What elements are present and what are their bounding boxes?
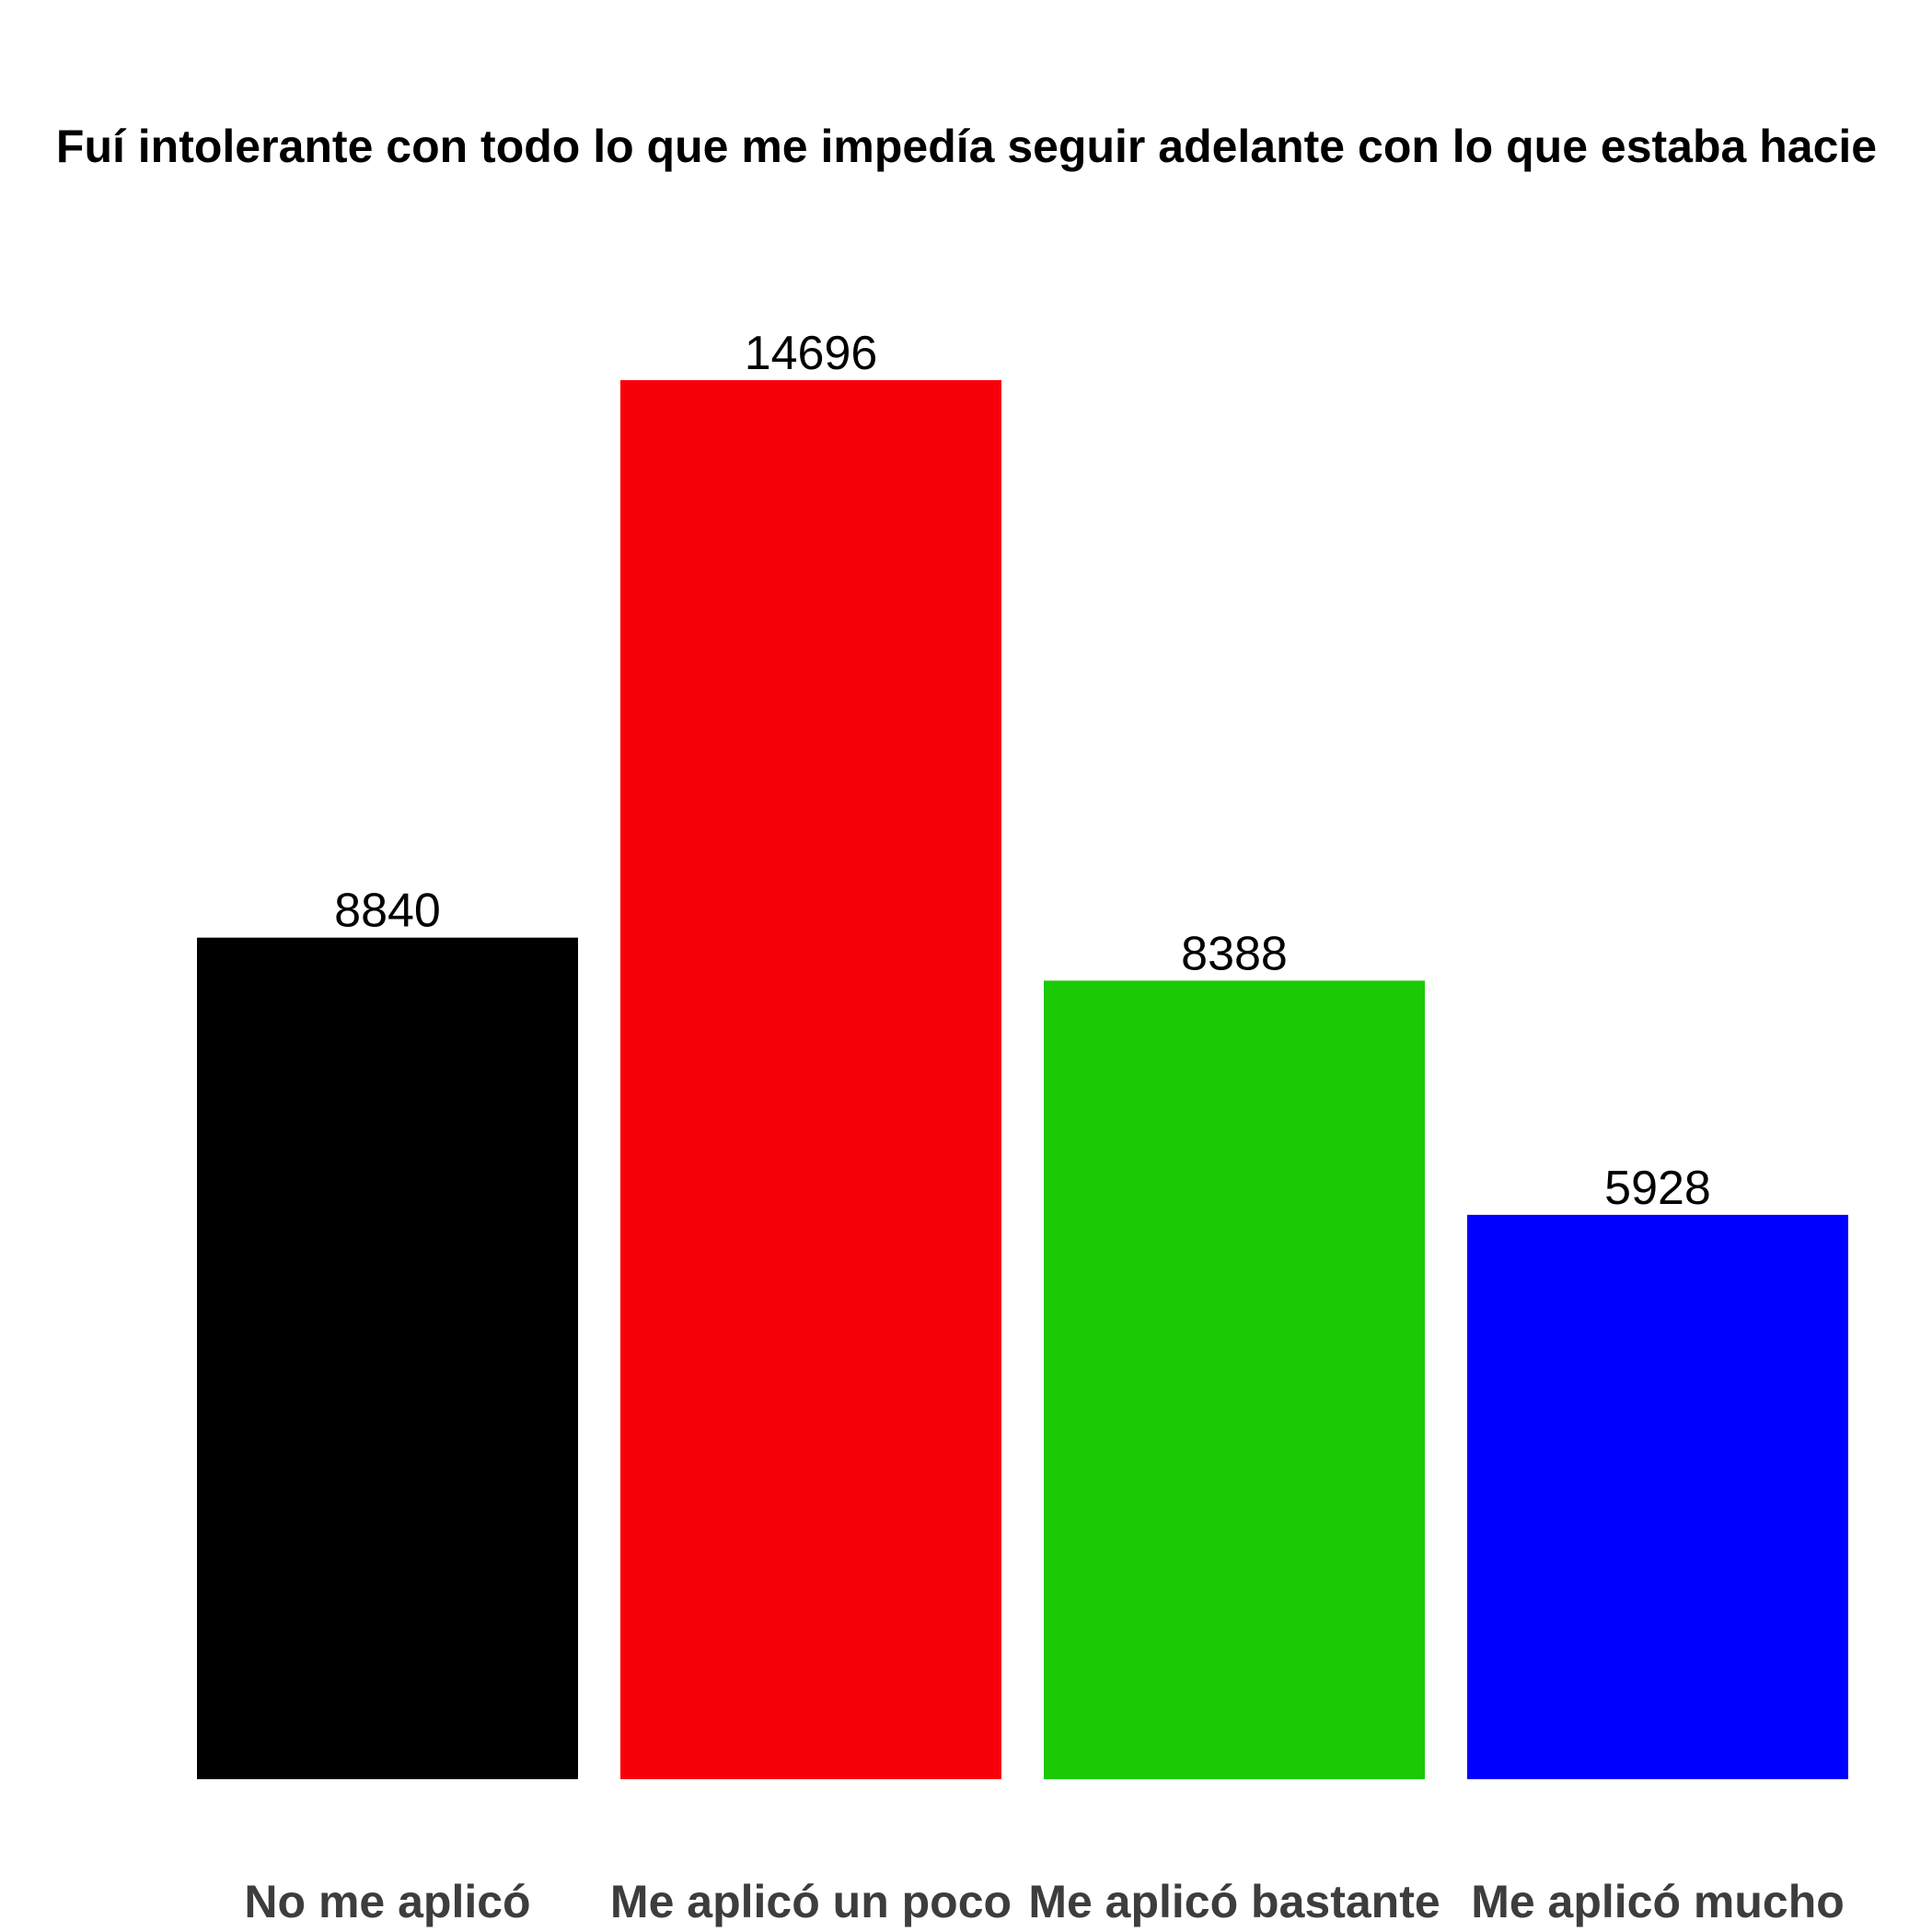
x-tick-label-1: No me aplicó	[244, 1876, 530, 1927]
bar-1	[197, 937, 578, 1779]
value-label-2: 14696	[745, 327, 878, 380]
value-label-1: 8840	[334, 885, 441, 938]
value-labels-group: 8840 14696 8388 5928	[334, 327, 1711, 1215]
value-label-3: 8388	[1181, 927, 1288, 980]
value-label-4: 5928	[1604, 1162, 1711, 1215]
bar-4	[1467, 1214, 1848, 1779]
bar-3	[1044, 980, 1425, 1779]
x-tick-label-3: Me aplicó bastante	[1028, 1876, 1440, 1927]
chart-title: Fuí intolerante con todo lo que me imped…	[56, 121, 1877, 172]
x-tick-label-2: Me aplicó un poco	[610, 1876, 1012, 1927]
bars-group	[197, 380, 1848, 1779]
x-axis-tick-labels: No me aplicó Me aplicó un poco Me aplicó b…	[244, 1876, 1844, 1927]
bar-2	[620, 380, 1001, 1779]
x-tick-label-4: Me aplicó mucho	[1471, 1876, 1845, 1927]
